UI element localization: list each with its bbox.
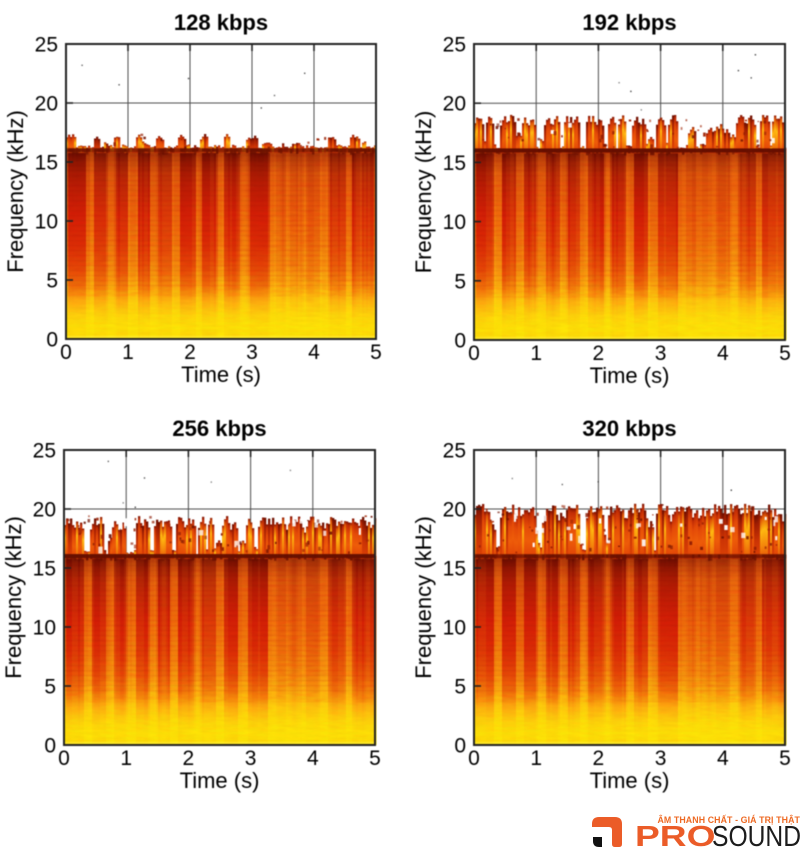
svg-text:1: 1 <box>530 747 542 770</box>
svg-text:25: 25 <box>443 440 466 463</box>
svg-text:320 kbps: 320 kbps <box>582 416 676 441</box>
svg-text:0: 0 <box>468 342 480 365</box>
svg-text:192 kbps: 192 kbps <box>582 10 676 35</box>
svg-text:10: 10 <box>443 617 466 640</box>
svg-text:10: 10 <box>35 211 58 234</box>
svg-text:0: 0 <box>454 330 466 353</box>
svg-text:2: 2 <box>184 341 196 364</box>
svg-text:3: 3 <box>655 342 667 365</box>
svg-text:Time (s): Time (s) <box>590 768 670 793</box>
svg-text:Time (s): Time (s) <box>590 363 670 388</box>
svg-text:1: 1 <box>122 341 134 364</box>
svg-text:Frequency (kHz): Frequency (kHz) <box>3 110 28 273</box>
svg-text:4: 4 <box>307 747 319 770</box>
svg-text:256 kbps: 256 kbps <box>172 416 266 441</box>
svg-text:Frequency (kHz): Frequency (kHz) <box>1 516 26 679</box>
svg-text:0: 0 <box>44 735 56 758</box>
svg-text:1: 1 <box>120 747 132 770</box>
svg-text:4: 4 <box>308 341 320 364</box>
svg-text:15: 15 <box>443 152 466 175</box>
svg-text:5: 5 <box>369 747 381 770</box>
svg-text:2: 2 <box>183 747 195 770</box>
svg-text:25: 25 <box>443 34 466 57</box>
svg-text:5: 5 <box>454 676 466 699</box>
svg-text:5: 5 <box>779 342 791 365</box>
svg-text:4: 4 <box>717 747 729 770</box>
svg-text:5: 5 <box>779 747 791 770</box>
svg-text:2: 2 <box>593 342 605 365</box>
svg-text:5: 5 <box>454 270 466 293</box>
svg-text:5: 5 <box>44 676 56 699</box>
svg-text:20: 20 <box>443 499 466 522</box>
svg-text:Time (s): Time (s) <box>180 768 260 793</box>
svg-text:2: 2 <box>593 747 605 770</box>
svg-text:0: 0 <box>454 735 466 758</box>
svg-text:Time (s): Time (s) <box>181 362 261 387</box>
svg-text:25: 25 <box>35 34 58 57</box>
svg-text:15: 15 <box>35 152 58 175</box>
svg-text:3: 3 <box>245 747 257 770</box>
svg-text:0: 0 <box>468 747 480 770</box>
svg-text:20: 20 <box>443 93 466 116</box>
svg-text:3: 3 <box>246 341 258 364</box>
svg-text:20: 20 <box>35 93 58 116</box>
svg-text:1: 1 <box>530 342 542 365</box>
svg-text:15: 15 <box>443 558 466 581</box>
svg-text:3: 3 <box>655 747 667 770</box>
svg-text:25: 25 <box>33 440 56 463</box>
svg-text:15: 15 <box>33 558 56 581</box>
svg-text:10: 10 <box>443 211 466 234</box>
svg-text:128 kbps: 128 kbps <box>174 10 268 35</box>
svg-text:5: 5 <box>370 341 382 364</box>
svg-text:0: 0 <box>46 329 58 352</box>
svg-text:4: 4 <box>717 342 729 365</box>
svg-text:Frequency (kHz): Frequency (kHz) <box>411 111 436 274</box>
svg-text:5: 5 <box>46 270 58 293</box>
svg-text:0: 0 <box>60 341 72 364</box>
svg-text:20: 20 <box>33 499 56 522</box>
svg-text:Frequency (kHz): Frequency (kHz) <box>411 516 436 679</box>
svg-text:10: 10 <box>33 617 56 640</box>
svg-text:0: 0 <box>58 747 70 770</box>
